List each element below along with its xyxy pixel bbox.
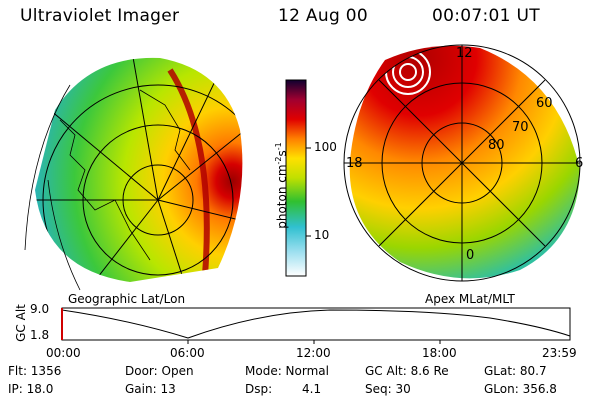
time-label: 00:07:01 UT — [432, 6, 540, 26]
lat-label-80: 80 — [488, 138, 505, 153]
instrument-title: Ultraviolet Imager — [20, 6, 180, 26]
dsp-value: 4.1 — [302, 382, 322, 396]
mode-value: Mode: Normal — [245, 364, 329, 378]
timeline-tick-2359: 23:59 — [542, 346, 577, 360]
timeline-ymax: 9.0 — [30, 302, 50, 316]
orbit-timeline — [61, 307, 571, 344]
flight-number: Flt: 1356 — [8, 364, 62, 378]
mlt-label-0: 0 — [466, 248, 475, 263]
geographic-image — [24, 57, 243, 291]
timeline-ylabel: GC Alt — [13, 304, 28, 342]
lat-label-70: 70 — [512, 120, 529, 135]
timeline-tick-1200: 12:00 — [296, 346, 331, 360]
gc-altitude: GC Alt: 8.6 Re — [365, 364, 449, 378]
colorbar — [285, 79, 311, 277]
colorbar-unit: photon cm-2s-1 — [273, 142, 289, 229]
mlt-label-18: 18 — [346, 156, 363, 171]
timeline-tick-1800: 18:00 — [422, 346, 457, 360]
mlt-label-12: 12 — [456, 46, 473, 61]
gain-value: Gain: 13 — [125, 382, 176, 396]
mlt-label-6: 6 — [575, 156, 584, 171]
ip-value: IP: 18.0 — [8, 382, 54, 396]
colorbar-tick-100: 100 — [314, 140, 337, 154]
left-panel-label: Geographic Lat/Lon — [68, 292, 186, 306]
colorbar-tick-10: 10 — [314, 228, 330, 242]
timeline-ymin: 1.8 — [30, 328, 50, 342]
dsp-label: Dsp: — [245, 382, 273, 396]
timeline-tick-0600: 06:00 — [170, 346, 205, 360]
date-label: 12 Aug 00 — [278, 6, 368, 26]
geographic-longitude: GLon: 356.8 — [484, 382, 557, 396]
apex-image — [343, 44, 581, 282]
door-status: Door: Open — [125, 364, 194, 378]
timeline-tick-0000: 00:00 — [46, 346, 81, 360]
geographic-latitude: GLat: 80.7 — [484, 364, 547, 378]
sequence-number: Seq: 30 — [365, 382, 411, 396]
right-panel-label: Apex MLat/MLT — [425, 292, 515, 306]
lat-label-60: 60 — [536, 96, 553, 111]
